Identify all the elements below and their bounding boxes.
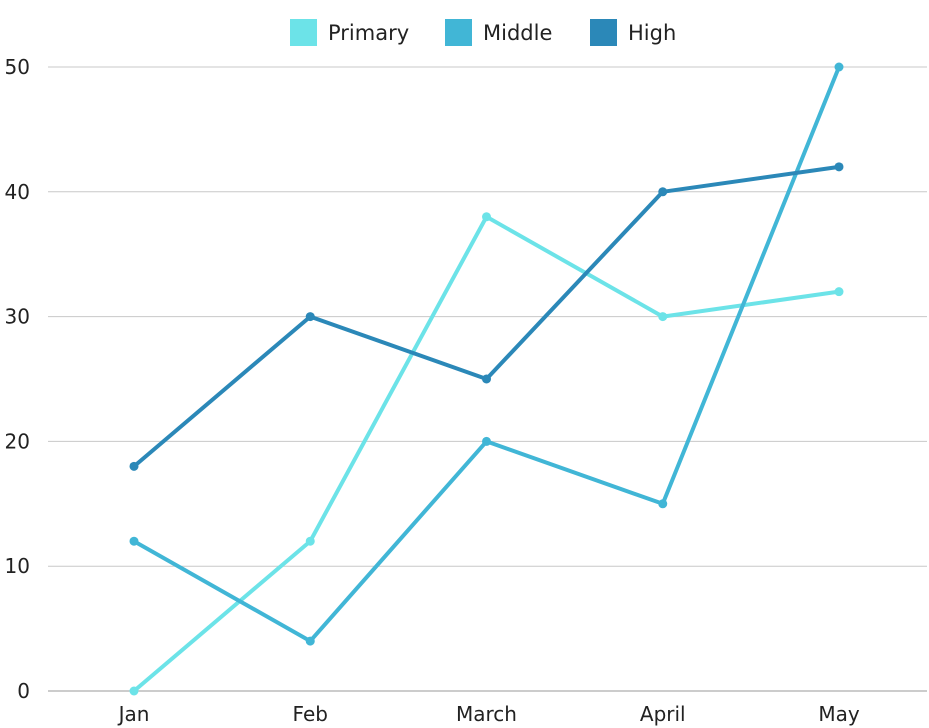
y-axis-tick-labels: 0 10 20 30 40 50 xyxy=(5,55,30,703)
data-point-middle xyxy=(834,62,844,72)
legend-label: Primary xyxy=(328,21,409,45)
legend-swatch xyxy=(290,19,317,46)
legend-item-middle: Middle xyxy=(445,19,552,46)
y-tick-label: 50 xyxy=(5,55,30,79)
data-point-high xyxy=(305,312,315,322)
y-tick-label: 40 xyxy=(5,180,30,204)
legend-label: Middle xyxy=(483,21,552,45)
x-tick-label: Feb xyxy=(293,702,328,726)
y-tick-label: 30 xyxy=(5,305,30,329)
data-point-primary xyxy=(482,212,491,222)
data-point-high xyxy=(129,461,139,471)
data-point-middle xyxy=(129,536,139,546)
series-line-primary xyxy=(132,214,841,693)
x-tick-label: Jan xyxy=(117,702,150,726)
series-line-middle xyxy=(132,65,841,644)
legend-swatch xyxy=(445,19,472,46)
x-tick-label: April xyxy=(640,702,686,726)
data-point-primary xyxy=(834,287,844,297)
series-primary xyxy=(129,212,844,696)
series-lines xyxy=(129,62,844,696)
x-axis-tick-labels: Jan Feb March April May xyxy=(117,702,860,726)
data-point-middle xyxy=(658,499,668,509)
legend-item-high: High xyxy=(590,19,676,46)
data-point-primary xyxy=(305,536,315,546)
data-point-high xyxy=(482,374,491,384)
y-tick-label: 10 xyxy=(5,554,30,578)
legend: Primary Middle High xyxy=(290,19,676,46)
data-point-high xyxy=(658,187,668,197)
data-point-primary xyxy=(129,686,139,696)
legend-swatch xyxy=(590,19,617,46)
data-point-middle xyxy=(305,636,315,646)
x-tick-label: March xyxy=(456,702,517,726)
data-point-middle xyxy=(482,436,491,446)
y-tick-label: 0 xyxy=(17,679,30,703)
y-tick-label: 20 xyxy=(5,429,30,453)
legend-item-primary: Primary xyxy=(290,19,409,46)
series-high xyxy=(129,162,844,471)
data-point-high xyxy=(834,162,844,172)
x-tick-label: May xyxy=(818,702,860,726)
series-middle xyxy=(129,62,844,646)
legend-label: High xyxy=(628,21,676,45)
data-point-primary xyxy=(658,312,668,322)
